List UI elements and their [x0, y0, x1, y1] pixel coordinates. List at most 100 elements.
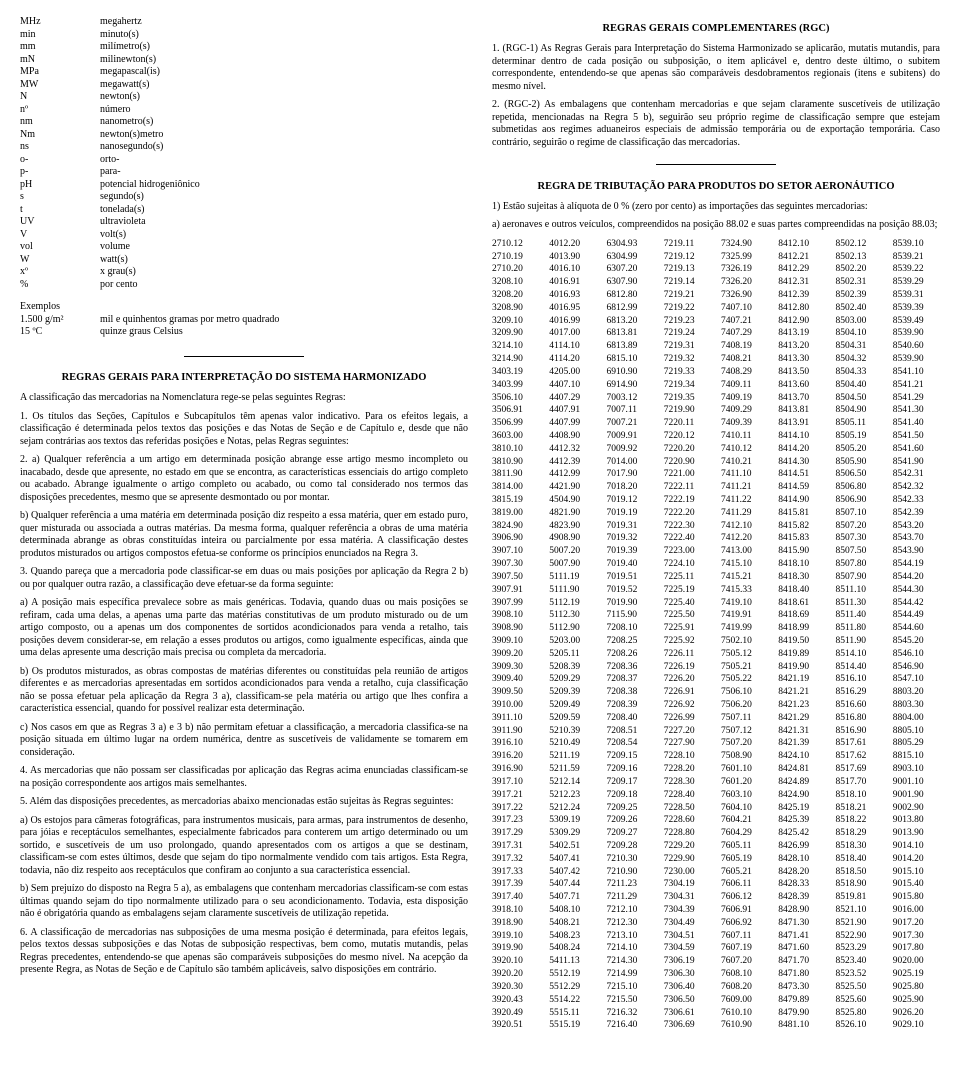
- rgi-rule-6: 6. A classificação de mercadorias nas su…: [20, 927, 468, 977]
- tariff-code: 8542.39: [893, 507, 940, 520]
- tariff-code: 3909.10: [492, 635, 539, 648]
- tariff-code: 7220.12: [664, 430, 711, 443]
- tariff-code: 7411.21: [721, 481, 768, 494]
- tariff-code: 7219.21: [664, 289, 711, 302]
- tariff-code: 8511.80: [836, 622, 883, 635]
- tariff-code: 9014.20: [893, 853, 940, 866]
- tariff-code: 3908.90: [492, 622, 539, 635]
- tariff-code: 7220.20: [664, 443, 711, 456]
- tariff-code: 6812.80: [607, 289, 654, 302]
- tariff-code: 5212.23: [549, 789, 596, 802]
- abbrev-key: V: [20, 229, 100, 242]
- tariff-code: 7227.20: [664, 725, 711, 738]
- tariff-code: 7230.00: [664, 866, 711, 879]
- tariff-code: 7604.21: [721, 814, 768, 827]
- tariff-code: 8511.40: [836, 609, 883, 622]
- tariff-code: 7408.21: [721, 353, 768, 366]
- tariff-code: 6307.20: [607, 263, 654, 276]
- tariff-code: 8415.83: [778, 532, 825, 545]
- tariff-code: 7409.39: [721, 417, 768, 430]
- abbrev-key: mm: [20, 41, 100, 54]
- abbrev-value: número: [100, 104, 468, 117]
- tariff-code: 7216.40: [607, 1019, 654, 1032]
- aero-rule-1: 1) Estão sujeitas à alíquota de 0 % (zer…: [492, 201, 940, 214]
- example-row: 1.500 g/m²mil e quinhentos gramas por me…: [20, 314, 468, 327]
- tariff-code: 8546.90: [893, 661, 940, 674]
- abbrev-key: MHz: [20, 16, 100, 29]
- tariff-code: 7306.40: [664, 981, 711, 994]
- tariff-code: 8803.20: [893, 686, 940, 699]
- tariff-code: 9016.00: [893, 904, 940, 917]
- tariff-code: 7212.30: [607, 917, 654, 930]
- rgc-rule-1: 1. (RGC-1) As Regras Gerais para Interpr…: [492, 43, 940, 93]
- tariff-code: 3907.10: [492, 545, 539, 558]
- rgi-rule-3c: c) Nos casos em que as Regras 3 a) e 3 b…: [20, 722, 468, 760]
- tariff-code: 8506.50: [836, 468, 883, 481]
- tariff-code: 7219.22: [664, 302, 711, 315]
- tariff-code: 8502.12: [836, 238, 883, 251]
- tariff-code: 8503.00: [836, 315, 883, 328]
- tariff-code: 7211.23: [607, 878, 654, 891]
- tariff-code: 7412.20: [721, 532, 768, 545]
- tariff-code: 7219.90: [664, 404, 711, 417]
- abbrev-row: nmnanometro(s): [20, 116, 468, 129]
- abbrev-row: %por cento: [20, 279, 468, 292]
- tariff-code: 9025.90: [893, 994, 940, 1007]
- tariff-code: 9017.80: [893, 942, 940, 955]
- tariff-code: 3916.90: [492, 763, 539, 776]
- tariff-code: 3824.90: [492, 520, 539, 533]
- abbrev-value: volt(s): [100, 229, 468, 242]
- tariff-code: 7324.90: [721, 238, 768, 251]
- tariff-code: 3917.39: [492, 878, 539, 891]
- tariff-code: 3917.10: [492, 776, 539, 789]
- tariff-code: 8418.10: [778, 558, 825, 571]
- tariff-code: 7605.21: [721, 866, 768, 879]
- tariff-code: 3916.10: [492, 737, 539, 750]
- tariff-code: 9025.80: [893, 981, 940, 994]
- rgi-intro: A classificação das mercadorias na Nomen…: [20, 392, 468, 405]
- tariff-code: 5411.13: [549, 955, 596, 968]
- abbrev-row: nsnanosegundo(s): [20, 141, 468, 154]
- tariff-code: 2710.20: [492, 263, 539, 276]
- tariff-code: 8547.10: [893, 673, 940, 686]
- tariff-code: 8424.90: [778, 789, 825, 802]
- tariff-code: 7304.49: [664, 917, 711, 930]
- tariff-code: 6813.89: [607, 340, 654, 353]
- tariff-code: 7304.19: [664, 878, 711, 891]
- tariff-code: 8413.30: [778, 353, 825, 366]
- tariff-code: 8540.60: [893, 340, 940, 353]
- tariff-code: 7505.12: [721, 648, 768, 661]
- tariff-code: 8518.50: [836, 866, 883, 879]
- tariff-code: 8517.69: [836, 763, 883, 776]
- tariff-code: 5407.42: [549, 866, 596, 879]
- tariff-code: 8815.10: [893, 750, 940, 763]
- tariff-code: 7226.20: [664, 673, 711, 686]
- tariff-code: 2710.19: [492, 251, 539, 264]
- abbrev-row: o-orto-: [20, 154, 468, 167]
- tariff-code: 7209.26: [607, 814, 654, 827]
- tariff-code: 5211.19: [549, 750, 596, 763]
- tariff-code: 8481.10: [778, 1019, 825, 1032]
- tariff-code: 7228.60: [664, 814, 711, 827]
- tariff-code: 7601.10: [721, 763, 768, 776]
- abbrev-key: p-: [20, 166, 100, 179]
- tariff-code: 7225.11: [664, 571, 711, 584]
- tariff-code: 8541.50: [893, 430, 940, 443]
- tariff-code: 8541.40: [893, 417, 940, 430]
- abbrev-value: milinewton(s): [100, 54, 468, 67]
- tariff-code: 3910.00: [492, 699, 539, 712]
- tariff-code: 7508.90: [721, 750, 768, 763]
- tariff-code: 9001.10: [893, 776, 940, 789]
- rgi-rule-3a: a) A posição mais específica prevalece s…: [20, 597, 468, 660]
- tariff-code: 5407.71: [549, 891, 596, 904]
- abbrev-value: ultravioleta: [100, 216, 468, 229]
- tariff-code: 7222.20: [664, 507, 711, 520]
- tariff-code: 8518.10: [836, 789, 883, 802]
- tariff-code: 4016.10: [549, 263, 596, 276]
- tariff-code: 2710.12: [492, 238, 539, 251]
- abbrev-row: ttonelada(s): [20, 204, 468, 217]
- abbrev-row: xºx grau(s): [20, 266, 468, 279]
- tariff-code: 8511.30: [836, 597, 883, 610]
- abbrev-value: milímetro(s): [100, 41, 468, 54]
- tariff-code: 8428.90: [778, 904, 825, 917]
